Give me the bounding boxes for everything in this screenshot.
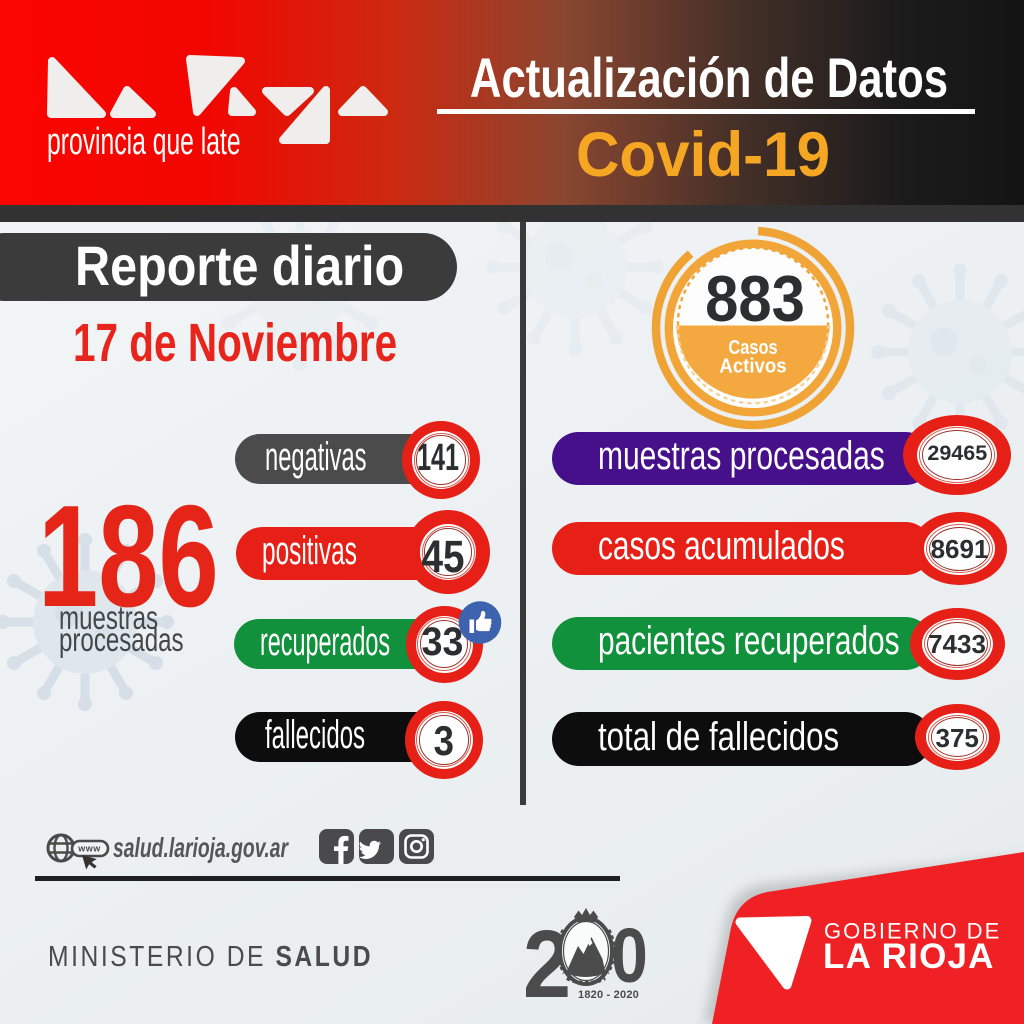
svg-text:0: 0 [611,913,648,999]
svg-text:GOBIERNO DE: GOBIERNO DE [824,919,1001,944]
svg-text:Casos: Casos [728,335,777,358]
svg-text:LA RIOJA: LA RIOJA [823,937,995,976]
svg-text:883: 883 [705,263,805,336]
svg-text:1820 - 2020: 1820 - 2020 [578,989,639,1001]
svg-text:www: www [77,844,101,854]
svg-text:Activos: Activos [719,356,786,378]
